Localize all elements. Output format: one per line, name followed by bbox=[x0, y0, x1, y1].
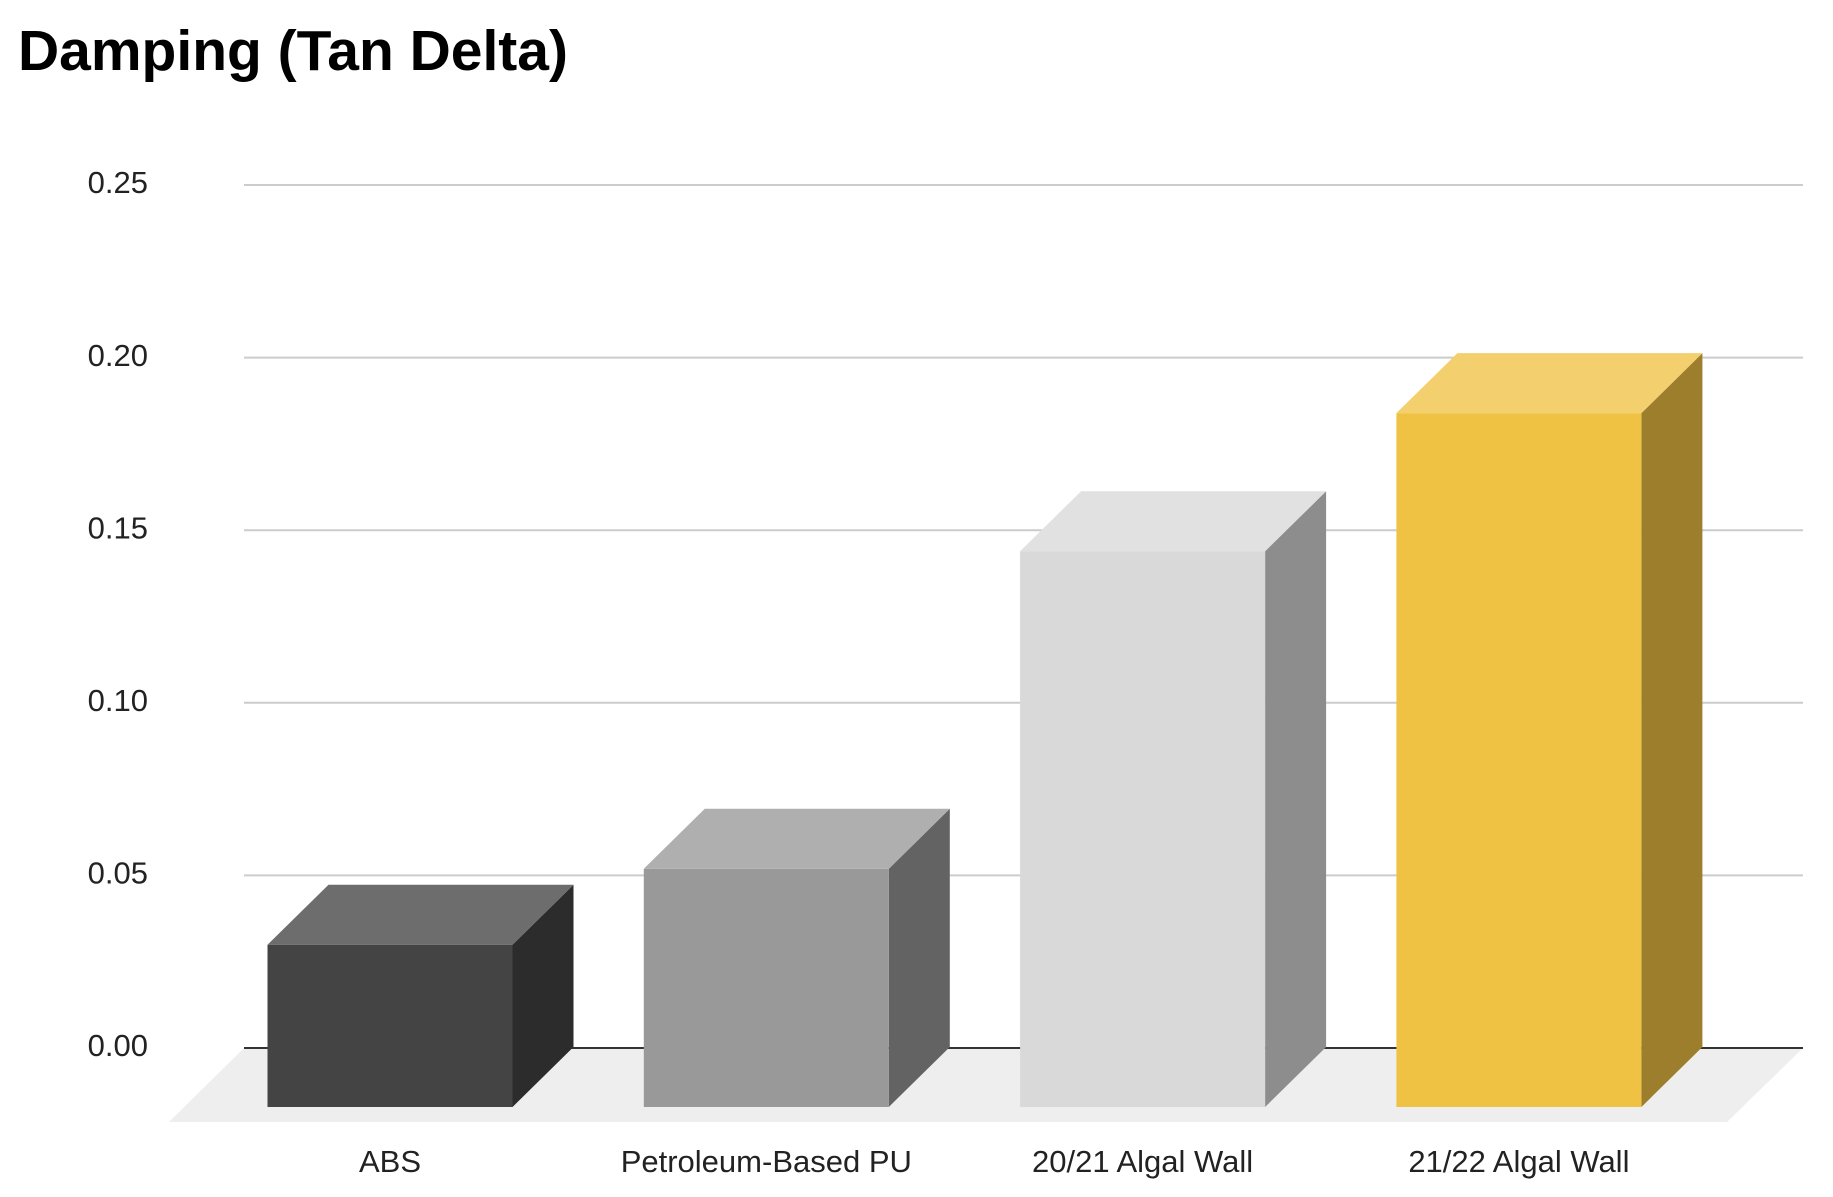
y-tick-label: 0.20 bbox=[88, 338, 148, 373]
bar-side bbox=[1641, 353, 1703, 1107]
y-tick-label: 0.05 bbox=[88, 856, 148, 891]
y-tick-label: 0.25 bbox=[88, 165, 148, 200]
bar-side bbox=[512, 884, 574, 1107]
y-tick-label: 0.00 bbox=[88, 1028, 148, 1063]
bar bbox=[1020, 551, 1266, 1107]
chart-title: Damping (Tan Delta) bbox=[18, 19, 568, 83]
x-tick-label: 21/22 Algal Wall bbox=[1408, 1144, 1629, 1179]
y-tick-label: 0.10 bbox=[88, 683, 148, 718]
x-tick-label: ABS bbox=[359, 1144, 421, 1179]
x-tick-label: 20/21 Algal Wall bbox=[1032, 1144, 1253, 1179]
floor bbox=[169, 1048, 1803, 1122]
bar bbox=[643, 868, 889, 1107]
bar-side bbox=[888, 808, 950, 1107]
bar-top bbox=[643, 808, 950, 869]
y-tick-label: 0.15 bbox=[88, 510, 148, 545]
bar bbox=[267, 944, 513, 1107]
bar-side bbox=[1265, 491, 1327, 1107]
bar bbox=[1396, 413, 1642, 1107]
bar-top bbox=[1396, 353, 1703, 414]
bar-top bbox=[1020, 491, 1327, 552]
bar-top bbox=[267, 884, 574, 945]
x-tick-label: Petroleum-Based PU bbox=[621, 1144, 912, 1179]
